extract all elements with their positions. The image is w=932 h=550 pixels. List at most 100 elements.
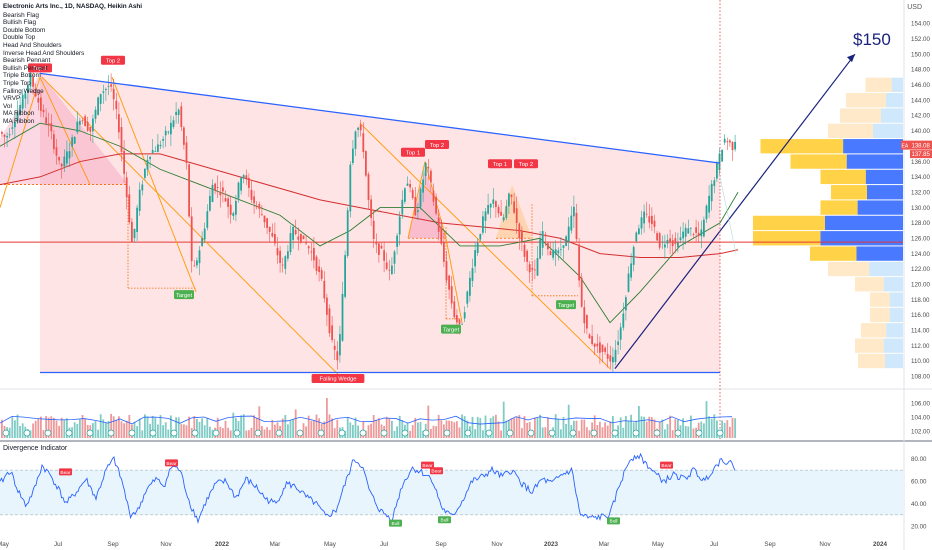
volume-bar [66, 418, 68, 438]
candle-body [27, 85, 29, 93]
legend-item[interactable]: Bearish Pennant [3, 57, 51, 65]
candle-body [586, 315, 588, 329]
volume-bar [315, 414, 318, 438]
date-tick-label: Nov [160, 541, 172, 548]
legend-item[interactable]: Triple Top [3, 79, 31, 87]
bear-label-box [165, 459, 178, 467]
volume-bar [622, 427, 625, 438]
candle-body [339, 334, 341, 356]
candle-body [726, 141, 729, 143]
candle-body [643, 211, 645, 224]
target-label-box [441, 324, 461, 334]
volume-profile-bar [820, 231, 903, 246]
pattern-fill [408, 169, 446, 239]
candle-body [6, 136, 8, 138]
candle-body [443, 242, 445, 262]
candle-body [492, 199, 495, 204]
earnings-marker [527, 429, 535, 437]
legend-item[interactable]: Bullish Pennant [3, 64, 48, 72]
volume-bar [107, 420, 110, 438]
volume-bar [183, 424, 185, 438]
indicator-title[interactable]: Divergence Indicator [3, 445, 68, 452]
legend-item[interactable]: Triple Bottom [3, 72, 41, 80]
volume-bar [167, 429, 170, 438]
volume-bar [55, 420, 58, 438]
pattern-label: Top 2 [519, 162, 533, 168]
volume-bar [427, 405, 430, 438]
volume-bar [94, 421, 97, 438]
earnings-marker [65, 429, 73, 437]
candle-body [411, 190, 414, 199]
volume-bar [630, 414, 632, 438]
volume-bar [604, 422, 606, 438]
candle-body [417, 210, 419, 213]
candle-body [708, 195, 710, 213]
volume-bar [149, 423, 151, 438]
volume-profile-bar [865, 77, 892, 93]
volume-bar [440, 420, 443, 438]
bear-label-box [59, 468, 72, 476]
volume-bar [323, 421, 326, 438]
legend-item[interactable]: Bullish Flag [3, 19, 37, 27]
legend-item[interactable]: Falling Wedge [3, 87, 44, 95]
legend-item[interactable]: Head And Shoulders [3, 41, 62, 49]
bear-label: Bear [166, 461, 177, 467]
candle-body [536, 258, 539, 276]
volume-bar [271, 419, 274, 438]
volume-bar [123, 423, 125, 438]
candle-body [456, 315, 458, 323]
volume-bar [261, 426, 263, 438]
volume-bar [115, 420, 118, 438]
volume-bar [458, 427, 461, 438]
candle-body [463, 312, 466, 319]
candle-body [510, 194, 513, 198]
volume-bar [411, 425, 414, 438]
candle-body [422, 179, 424, 193]
volume-bar [450, 421, 453, 438]
candle-body [591, 336, 593, 344]
ticker-label: EA [902, 143, 909, 149]
date-tick-label: May [324, 541, 337, 548]
candle-body [515, 208, 518, 224]
volume-bar [521, 428, 523, 438]
legend-item[interactable]: VRVP [3, 95, 21, 103]
volume-bar [193, 415, 196, 438]
legend-item[interactable]: Vol [3, 102, 12, 110]
candle-body [554, 249, 557, 255]
bull-label: Bull [441, 518, 449, 524]
legend-item[interactable]: MA Ribbon [3, 117, 35, 125]
legend-item[interactable]: Inverse Head And Shoulders [3, 49, 85, 57]
volume-profile-bar [846, 154, 903, 169]
earnings-marker [443, 429, 451, 437]
target-label: Target [558, 303, 575, 309]
candle-body [544, 234, 547, 236]
candle-body [55, 147, 58, 156]
candle-body [450, 286, 453, 304]
candle-body [505, 206, 508, 218]
volume-bar [240, 415, 242, 438]
volume-bar [14, 420, 16, 438]
legend-item[interactable]: Double Top [3, 34, 36, 42]
volume-profile-bar [855, 338, 884, 353]
volume-bar [50, 416, 53, 438]
candle-body [45, 117, 47, 124]
candle-body [313, 247, 315, 261]
volume-bar [716, 420, 718, 438]
candle-body [396, 235, 398, 247]
legend-item[interactable]: Double Bottom [3, 26, 46, 34]
candle-body [172, 120, 175, 127]
volume-bar [102, 419, 105, 438]
candle-body [570, 215, 573, 231]
date-tick-label: Jul [710, 541, 718, 548]
candle-body [66, 151, 68, 164]
volume-bar [344, 430, 346, 438]
volume-bar [287, 424, 289, 438]
earnings-marker [674, 429, 682, 437]
candle-body [302, 235, 305, 240]
candle-body [37, 97, 40, 103]
volume-bar [463, 416, 466, 438]
legend-item[interactable]: Bearish Flag [3, 11, 39, 19]
legend-item[interactable]: MA Ribbon [3, 110, 35, 118]
candle-body [718, 153, 721, 171]
candle-body [435, 196, 437, 214]
